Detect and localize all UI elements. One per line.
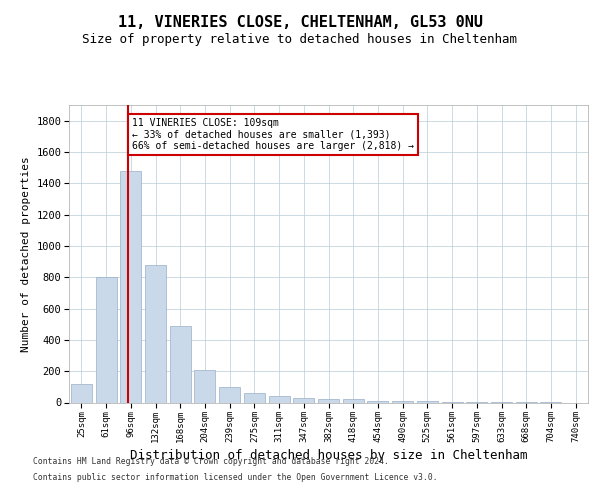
Bar bbox=[417, 401, 438, 402]
Bar bbox=[95, 277, 116, 402]
Bar bbox=[170, 326, 191, 402]
Bar bbox=[293, 398, 314, 402]
X-axis label: Distribution of detached houses by size in Cheltenham: Distribution of detached houses by size … bbox=[130, 450, 527, 462]
Bar bbox=[269, 396, 290, 402]
Bar bbox=[219, 387, 240, 402]
Bar bbox=[244, 393, 265, 402]
Bar bbox=[194, 370, 215, 402]
Text: 11 VINERIES CLOSE: 109sqm
← 33% of detached houses are smaller (1,393)
66% of se: 11 VINERIES CLOSE: 109sqm ← 33% of detac… bbox=[132, 118, 414, 150]
Text: 11, VINERIES CLOSE, CHELTENHAM, GL53 0NU: 11, VINERIES CLOSE, CHELTENHAM, GL53 0NU bbox=[118, 15, 482, 30]
Bar bbox=[367, 401, 388, 402]
Bar bbox=[343, 400, 364, 402]
Text: Contains HM Land Registry data © Crown copyright and database right 2024.: Contains HM Land Registry data © Crown c… bbox=[33, 458, 389, 466]
Bar bbox=[71, 384, 92, 402]
Bar bbox=[145, 266, 166, 402]
Text: Size of property relative to detached houses in Cheltenham: Size of property relative to detached ho… bbox=[83, 32, 517, 46]
Bar bbox=[120, 171, 141, 402]
Bar bbox=[318, 399, 339, 402]
Y-axis label: Number of detached properties: Number of detached properties bbox=[21, 156, 31, 352]
Text: Contains public sector information licensed under the Open Government Licence v3: Contains public sector information licen… bbox=[33, 472, 437, 482]
Bar bbox=[392, 400, 413, 402]
